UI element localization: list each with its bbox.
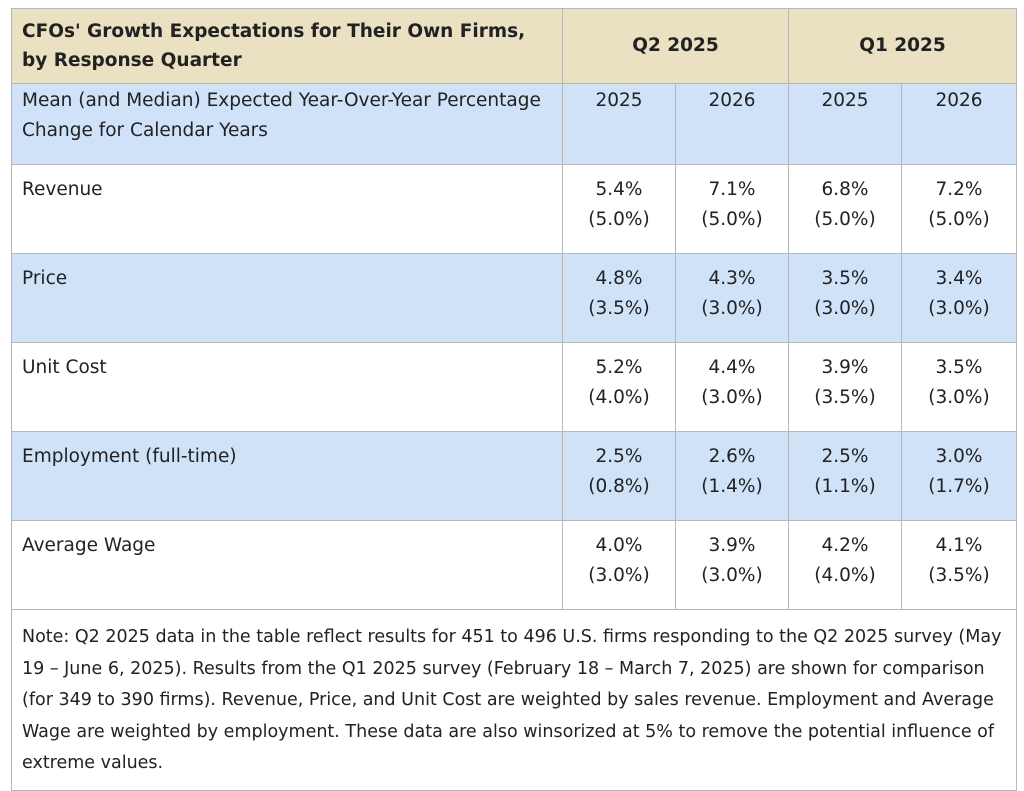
- mean-value: 2.5%: [595, 446, 643, 467]
- mean-value: 4.3%: [708, 268, 756, 289]
- value-cell: 4.1% (3.5%): [901, 520, 1017, 610]
- header-row: CFOs' Growth Expectations for Their Own …: [11, 8, 1017, 84]
- median-value: (1.1%): [814, 476, 876, 497]
- value-cell: 3.4% (3.0%): [901, 253, 1017, 343]
- median-value: (3.0%): [928, 387, 990, 408]
- value-cell: 4.0% (3.0%): [562, 520, 676, 610]
- mean-value: 4.1%: [935, 535, 983, 556]
- mean-value: 3.5%: [821, 268, 869, 289]
- median-value: (3.0%): [588, 565, 650, 586]
- value-cell: 2.5% (1.1%): [788, 431, 902, 521]
- table-row: Unit Cost 5.2% (4.0%) 4.4% (3.0%) 3.9% (3.5%) 3…: [11, 342, 1017, 432]
- median-value: (1.4%): [701, 476, 763, 497]
- median-value: (3.0%): [701, 565, 763, 586]
- note-row: Note: Q2 2025 data in the table reflect …: [11, 609, 1017, 791]
- mean-value: 7.2%: [935, 179, 983, 200]
- table-container: CFOs' Growth Expectations for Their Own …: [11, 8, 1017, 791]
- mean-value: 2.5%: [821, 446, 869, 467]
- year-header: 2026: [675, 83, 789, 165]
- median-value: (3.0%): [701, 298, 763, 319]
- subheader-row: Mean (and Median) Expected Year-Over-Yea…: [11, 83, 1017, 165]
- mean-value: 5.4%: [595, 179, 643, 200]
- median-value: (4.0%): [588, 387, 650, 408]
- median-value: (3.0%): [814, 298, 876, 319]
- median-value: (5.0%): [588, 209, 650, 230]
- value-cell: 2.6% (1.4%): [675, 431, 789, 521]
- value-cell: 7.2% (5.0%): [901, 164, 1017, 254]
- value-cell: 4.2% (4.0%): [788, 520, 902, 610]
- row-label: Price: [11, 253, 563, 343]
- row-label: Employment (full-time): [11, 431, 563, 521]
- value-cell: 4.3% (3.0%): [675, 253, 789, 343]
- mean-value: 3.9%: [708, 535, 756, 556]
- median-value: (0.8%): [588, 476, 650, 497]
- median-value: (3.0%): [928, 298, 990, 319]
- row-label: Revenue: [11, 164, 563, 254]
- value-cell: 3.9% (3.0%): [675, 520, 789, 610]
- value-cell: 4.8% (3.5%): [562, 253, 676, 343]
- median-value: (3.0%): [701, 387, 763, 408]
- table-row: Employment (full-time) 2.5% (0.8%) 2.6% (1.4…: [11, 431, 1017, 521]
- median-value: (3.5%): [814, 387, 876, 408]
- year-header: 2025: [788, 83, 902, 165]
- mean-value: 3.5%: [935, 357, 983, 378]
- mean-value: 6.8%: [821, 179, 869, 200]
- median-value: (3.5%): [588, 298, 650, 319]
- table-row: Revenue 5.4% (5.0%) 7.1% (5.0%) 6.8% (5.0%) 7.2…: [11, 164, 1017, 254]
- value-cell: 2.5% (0.8%): [562, 431, 676, 521]
- value-cell: 6.8% (5.0%): [788, 164, 902, 254]
- mean-value: 2.6%: [708, 446, 756, 467]
- column-group-q1-2025: Q1 2025: [788, 8, 1017, 84]
- median-value: (5.0%): [928, 209, 990, 230]
- table-note: Note: Q2 2025 data in the table reflect …: [11, 609, 1017, 791]
- mean-value: 4.2%: [821, 535, 869, 556]
- column-group-q2-2025: Q2 2025: [562, 8, 789, 84]
- cfo-expectations-table: CFOs' Growth Expectations for Their Own …: [11, 8, 1017, 791]
- median-value: (5.0%): [701, 209, 763, 230]
- row-header-description: Mean (and Median) Expected Year-Over-Yea…: [11, 83, 563, 165]
- table-row: Price 4.8% (3.5%) 4.3% (3.0%) 3.5% (3.0%) 3.4% (…: [11, 253, 1017, 343]
- mean-value: 4.4%: [708, 357, 756, 378]
- mean-value: 3.0%: [935, 446, 983, 467]
- row-label: Average Wage: [11, 520, 563, 610]
- median-value: (5.0%): [814, 209, 876, 230]
- median-value: (3.5%): [928, 565, 990, 586]
- value-cell: 5.2% (4.0%): [562, 342, 676, 432]
- mean-value: 7.1%: [708, 179, 756, 200]
- year-header: 2025: [562, 83, 676, 165]
- row-label: Unit Cost: [11, 342, 563, 432]
- median-value: (4.0%): [814, 565, 876, 586]
- value-cell: 3.9% (3.5%): [788, 342, 902, 432]
- table-title: CFOs' Growth Expectations for Their Own …: [11, 8, 563, 84]
- value-cell: 3.5% (3.0%): [901, 342, 1017, 432]
- value-cell: 7.1% (5.0%): [675, 164, 789, 254]
- mean-value: 4.0%: [595, 535, 643, 556]
- mean-value: 3.9%: [821, 357, 869, 378]
- year-header: 2026: [901, 83, 1017, 165]
- value-cell: 4.4% (3.0%): [675, 342, 789, 432]
- mean-value: 5.2%: [595, 357, 643, 378]
- median-value: (1.7%): [928, 476, 990, 497]
- mean-value: 3.4%: [935, 268, 983, 289]
- value-cell: 5.4% (5.0%): [562, 164, 676, 254]
- value-cell: 3.5% (3.0%): [788, 253, 902, 343]
- table-row: Average Wage 4.0% (3.0%) 3.9% (3.0%) 4.2% (4.0…: [11, 520, 1017, 610]
- value-cell: 3.0% (1.7%): [901, 431, 1017, 521]
- mean-value: 4.8%: [595, 268, 643, 289]
